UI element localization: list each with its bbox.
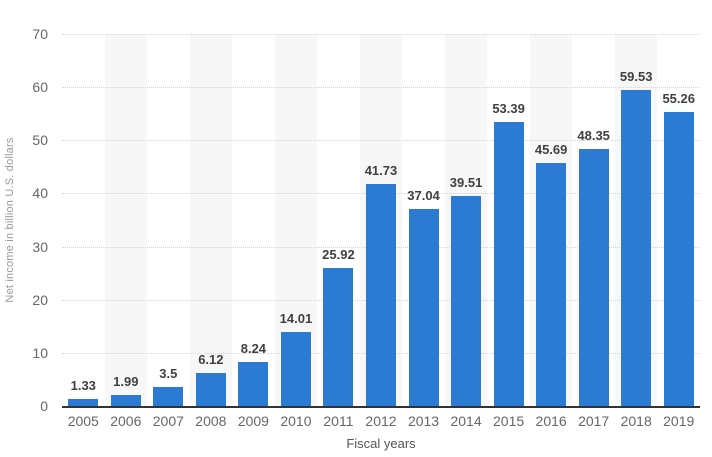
bar[interactable]: [153, 387, 184, 406]
bar[interactable]: [110, 395, 141, 406]
bar-value-label: 6.12: [198, 352, 224, 368]
x-tick-label: 2007: [152, 413, 184, 429]
x-tick-label: 2011: [323, 413, 354, 429]
bar[interactable]: [68, 398, 99, 406]
y-tick-label: 70: [32, 26, 48, 42]
x-tick-label: 2016: [535, 413, 567, 429]
x-tick-label: 2015: [493, 413, 525, 429]
y-tick-label: 20: [32, 291, 48, 308]
x-tick-label: 2009: [237, 413, 269, 429]
bar-value-label: 53.39: [492, 101, 525, 117]
bar[interactable]: [280, 331, 311, 406]
bar-value-label: 8.24: [240, 341, 267, 357]
bar-value-label: 1.33: [70, 377, 96, 393]
x-tick-label: 2012: [365, 413, 397, 429]
bar[interactable]: [578, 149, 609, 406]
x-tick-label: 2013: [407, 413, 440, 429]
gridline: [62, 34, 700, 35]
y-tick-label: 40: [32, 185, 48, 202]
bar-value-label: 48.35: [577, 128, 610, 144]
bar[interactable]: [408, 209, 439, 406]
y-tick-label: 60: [32, 79, 48, 96]
bar[interactable]: [663, 112, 694, 406]
bar-value-label: 14.01: [279, 310, 313, 326]
bar-value-label: 25.92: [322, 247, 355, 263]
bar[interactable]: [493, 122, 524, 406]
bar-value-label: 59.53: [619, 68, 653, 84]
x-tick-label: 2017: [578, 413, 610, 429]
y-tick-label: 0: [40, 398, 48, 414]
y-tick-label: 30: [32, 238, 48, 255]
bar-value-label: 41.73: [364, 163, 398, 179]
bar[interactable]: [323, 268, 354, 406]
bar-value-label: 3.5: [159, 366, 178, 382]
bar-value-label: 55.26: [662, 91, 695, 107]
bar-value-label: 45.69: [534, 142, 568, 158]
x-tick-label: 2005: [67, 413, 99, 429]
bar-value-label: 37.04: [407, 188, 440, 204]
gridline: [62, 140, 700, 142]
x-tick-label: 2018: [620, 413, 652, 429]
bar[interactable]: [451, 196, 482, 406]
x-tick-label: 2019: [663, 413, 695, 429]
x-axis-baseline: [62, 406, 700, 408]
x-tick-label: 2014: [450, 413, 482, 429]
bar[interactable]: [195, 373, 226, 406]
x-tick-label: 2010: [280, 413, 312, 429]
plot-band: [104, 34, 148, 406]
plot-band: [189, 34, 233, 406]
bar-value-label: 39.51: [449, 175, 483, 191]
x-tick-label: 2008: [195, 413, 227, 429]
bar[interactable]: [238, 362, 269, 406]
y-axis-title: Net income in billion U.S. dollars: [4, 137, 16, 303]
x-tick-label: 2006: [110, 413, 142, 429]
gridline: [62, 87, 700, 89]
bar[interactable]: [366, 184, 396, 406]
bar-value-label: 1.99: [113, 374, 139, 390]
x-axis-title: Fiscal years: [346, 436, 416, 451]
bar[interactable]: [536, 163, 567, 406]
y-tick-label: 10: [32, 344, 48, 361]
y-tick-label: 50: [32, 132, 48, 149]
bar[interactable]: [621, 89, 652, 406]
